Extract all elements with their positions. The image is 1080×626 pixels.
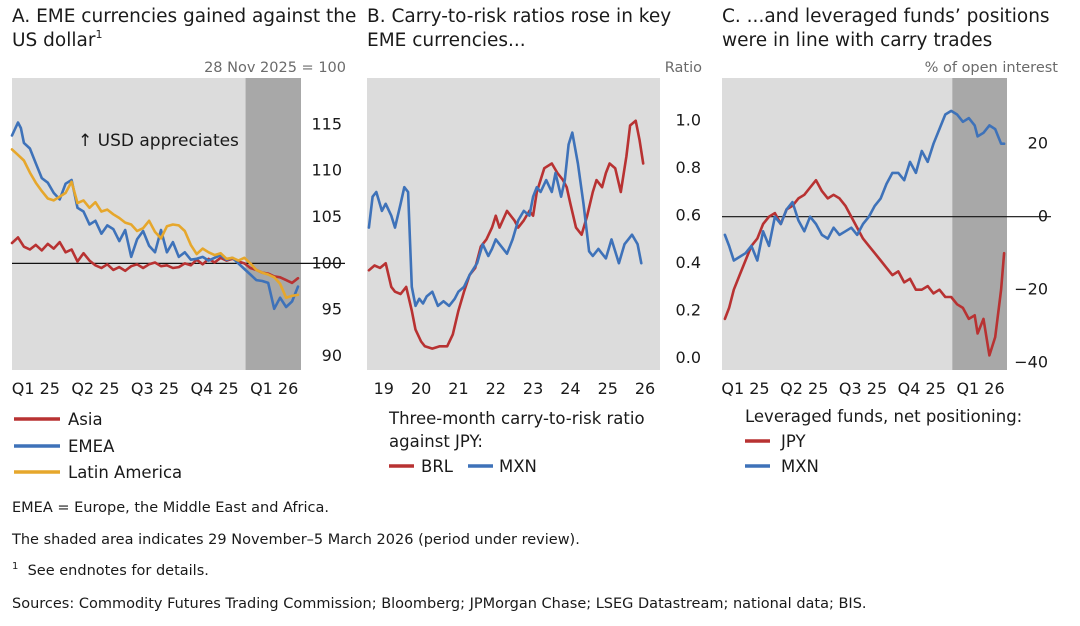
panel-a-title-line2: US dollar [12,30,96,51]
panel-b-x-tick: 24 [560,379,580,398]
panel-b-x-tick: 25 [598,379,618,398]
legend-asia-label: Asia [68,410,103,429]
panel-b-title-line1: B. Carry-to-risk ratios rose in key [367,6,671,27]
panel-a-y-tick: 95 [322,300,342,319]
panel-c-title-line1: C. ...and leveraged funds’ positions [722,6,1050,27]
footnote-mark: 1 [12,561,19,572]
panel-c-series-mxn [723,109,1006,262]
panel-b-x-tick: 23 [523,379,543,398]
panel-b-x-tick: 19 [374,379,394,398]
panel-b-legend-title-line1: Three-month carry-to-risk ratio [388,409,645,428]
panel-c-series-jpy [723,178,1006,357]
panel-c-y-tick: 20 [1028,134,1048,153]
legend-emea-label: EMEA [68,437,115,456]
panel-a-legend: Asia EMEA Latin America [14,410,182,482]
panel-c-x-tick: Q1 26 [956,379,1004,398]
legend-brl-label: BRL [421,457,454,476]
panel-c: C. ...and leveraged funds’ positions wer… [721,6,1058,476]
panel-a-x-tick: Q1 26 [250,379,298,398]
legend-mxn-label-c: MXN [781,457,819,476]
charts-svg: A. EME currencies gained against the US … [10,6,1058,482]
panel-c-plot: −40 −20 0 20 Q1 25 Q2 25 Q3 25 Q4 25 Q1 26 [721,78,1051,398]
panel-c-legend-title: Leveraged funds, net positioning: [745,407,1022,426]
panel-c-x-tick: Q3 25 [839,379,887,398]
panel-b-plot: 0.0 0.2 0.4 0.6 0.8 1.0 19 20 21 22 23 24 25 26 [367,78,701,398]
panel-a-series-latin-america [10,148,300,300]
panel-b-x-tick: 20 [411,379,431,398]
panel-b-y-tick: 0.2 [676,301,701,320]
panel-b-y-tick: 0.6 [676,206,701,225]
footnote-sources: Sources: Commodity Futures Trading Commi… [12,596,867,612]
panel-a-annotation: ↑ USD appreciates [78,131,239,151]
legend-latam-label: Latin America [68,463,182,482]
panel-a-title-line1: A. EME currencies gained against the [12,6,356,27]
panel-c-legend: Leveraged funds, net positioning: JPY MX… [745,407,1022,476]
panel-a-series-emea [10,121,300,311]
panel-c-y-tick: −40 [1014,353,1048,372]
svg-text:US dollar1: US dollar1 [12,28,102,51]
panel-a: A. EME currencies gained against the US … [10,6,356,482]
panel-a-x-tick: Q4 25 [190,379,238,398]
panel-b-legend: Three-month carry-to-risk ratio against … [388,409,645,476]
panel-a-series-asia [10,236,300,285]
panel-b: B. Carry-to-risk ratios rose in key EME … [367,6,702,476]
panel-a-x-tick: Q3 25 [131,379,179,398]
footnote-endnote-text: See endnotes for details. [27,562,209,579]
panel-a-y-tick: 110 [311,161,342,180]
panel-b-legend-title-line2: against JPY: [389,432,483,451]
panel-c-y-tick: 0 [1038,207,1048,226]
panel-a-y-tick: 115 [311,114,342,133]
panel-b-x-tick: 22 [486,379,506,398]
panel-c-title-line2: were in line with carry trades [722,30,992,51]
panel-a-title-sup: 1 [95,28,102,41]
legend-jpy-label: JPY [780,432,806,451]
panel-b-series-mxn [367,131,643,308]
panel-a-y-tick: 100 [311,253,342,272]
panel-b-y-tick: 1.0 [676,111,701,130]
panel-b-y-tick: 0.0 [676,348,701,367]
panel-a-unit-label: 28 Nov 2025 = 100 [204,60,346,76]
panel-c-unit-label: % of open interest [925,60,1059,76]
panel-b-unit-label: Ratio [665,60,702,76]
panel-c-x-tick: Q4 25 [898,379,946,398]
panel-b-title-line2: EME currencies... [367,30,526,51]
footnote-shaded: The shaded area indicates 29 November–5 … [12,532,580,548]
panel-a-y-tick: 90 [322,346,342,365]
legend-mxn-label-b: MXN [499,457,537,476]
panel-b-y-tick: 0.4 [676,253,701,272]
panel-a-x-tick: Q2 25 [71,379,119,398]
footnote-abbrev: EMEA = Europe, the Middle East and Afric… [12,500,329,516]
panel-a-y-tick: 105 [311,207,342,226]
panel-a-shaded-period [245,78,301,370]
panel-b-background [367,78,660,370]
panel-b-x-tick: 26 [635,379,655,398]
panel-c-x-tick: Q2 25 [780,379,828,398]
footnote-endnote: 1 See endnotes for details. [12,561,209,579]
panel-b-y-tick: 0.8 [676,158,701,177]
panel-a-plot: 90 95 100 105 110 115 Q1 25 Q2 25 Q3 25 Q4 25 Q1 2… [10,78,345,398]
panel-b-x-tick: 21 [448,379,468,398]
panel-a-x-tick: Q1 25 [12,379,60,398]
panel-b-series-brl [367,119,645,350]
panel-c-y-tick: −20 [1014,280,1048,299]
panel-c-x-tick: Q1 25 [721,379,769,398]
